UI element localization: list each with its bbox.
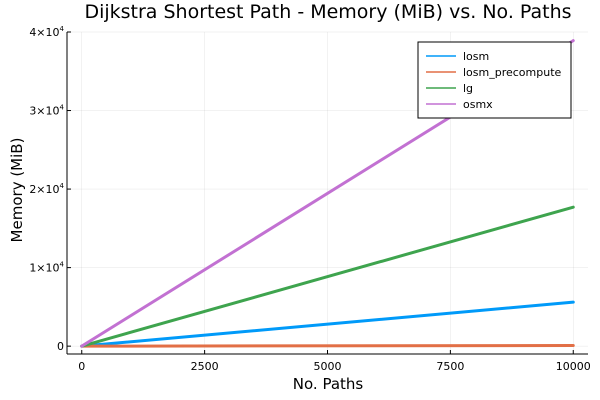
y-tick-label: 0 bbox=[57, 340, 64, 353]
x-tick-label: 0 bbox=[78, 360, 85, 373]
y-axis-ticks: 0 1×104 2×104 3×104 4×104 bbox=[29, 25, 71, 353]
y-axis-label: Memory (MiB) bbox=[8, 138, 26, 243]
x-tick-label: 5000 bbox=[314, 360, 342, 373]
x-tick-label: 7500 bbox=[436, 360, 464, 373]
chart-title: Dijkstra Shortest Path - Memory (MiB) vs… bbox=[84, 1, 571, 23]
series bbox=[80, 39, 575, 348]
legend-label: osmx bbox=[463, 98, 493, 111]
legend-box bbox=[417, 41, 572, 119]
y-tick-label: 4×104 bbox=[29, 25, 64, 39]
legend-label: lg bbox=[463, 82, 473, 95]
series-line-losm-precompute bbox=[80, 344, 575, 348]
series-line-losm bbox=[80, 300, 575, 348]
series-line-lg bbox=[80, 205, 575, 348]
legend-label: losm bbox=[463, 50, 489, 63]
y-tick-label: 1×104 bbox=[29, 261, 64, 275]
x-axis-ticks: 0 2500 5000 7500 10000 bbox=[78, 350, 591, 373]
x-axis-label: No. Paths bbox=[293, 375, 364, 393]
y-tick-label: 3×104 bbox=[29, 104, 64, 118]
x-tick-label: 2500 bbox=[191, 360, 219, 373]
y-tick-label: 2×104 bbox=[29, 182, 64, 196]
legend-label: losm_precompute bbox=[463, 66, 562, 79]
x-tick-label: 10000 bbox=[556, 360, 591, 373]
